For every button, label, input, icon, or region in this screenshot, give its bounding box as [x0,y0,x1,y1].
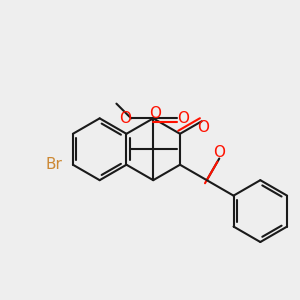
Text: O: O [177,111,189,126]
Text: O: O [119,111,131,126]
Text: O: O [149,106,161,121]
Text: O: O [197,120,209,135]
Text: O: O [213,145,225,160]
Text: Br: Br [46,157,63,172]
